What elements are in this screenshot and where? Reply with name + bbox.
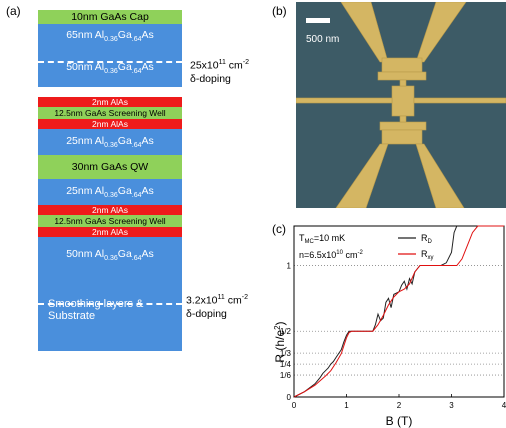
chart-legend: RD Rxy (398, 233, 434, 261)
y-axis-label-tail: ) (273, 321, 287, 325)
series-line-R_xy (293, 225, 504, 398)
density-exp: 10 (336, 250, 343, 256)
doping-bottom-text: δ-doping (186, 307, 227, 320)
doping-bottom-exp: 11 (217, 294, 225, 301)
doping-top-text: δ-doping (190, 72, 231, 85)
layer-1: 65nm Al0.36Ga.64As (38, 24, 182, 49)
y-tick-label-5: 1 (287, 261, 292, 270)
legend-label-0: RD (421, 233, 433, 245)
layer-11: 2nm AlAs (38, 227, 182, 237)
chart-grid (294, 265, 504, 398)
density-unit: cm (343, 250, 358, 260)
layer-3: 2nm AlAs (38, 97, 182, 107)
layer-12: 50nm Al0.36Ga.64As (38, 237, 182, 274)
doping-bottom-value: 3.2x10 (186, 294, 218, 307)
doping-top-unit-exp: -2 (242, 59, 250, 66)
panel-a-label: (a) (6, 4, 21, 18)
layer-8-text: 25nm Al0.36Ga.64As (66, 184, 154, 200)
y-tick-label-4: 1/2 (280, 327, 292, 336)
layer-10: 12.5nm GaAs Screening Well (38, 215, 182, 227)
doping-top-value: 25x10 (190, 59, 219, 72)
temp-T-sub: MC (305, 239, 315, 245)
temp-value: =10 mK (314, 233, 345, 243)
y-tick-label-2: 1/4 (280, 360, 292, 369)
layer-13-text2: Substrate (48, 310, 96, 322)
doping-bottom-unit-exp: -2 (241, 294, 248, 301)
doping-bottom-unit: cm (224, 294, 242, 307)
scale-bar (306, 18, 330, 23)
y-axis-label-exp: 2 (273, 325, 282, 330)
layer-5: 2nm AlAs (38, 119, 182, 129)
layer-6: 25nm Al0.36Ga.64As (38, 129, 182, 155)
doping-top-exp: 11 (218, 59, 226, 66)
layer-0: 10nm GaAs Cap (38, 10, 182, 24)
y-tick-label-3: 1/3 (280, 349, 292, 358)
layer-2: 50nm Al0.36Ga.64As (38, 49, 182, 87)
temp-T: T (299, 233, 305, 243)
sem-device-drawing (296, 2, 506, 208)
layer-7: 30nm GaAs QW (38, 155, 182, 179)
layer-1-text: 65nm Al0.36Ga.64As (66, 29, 154, 44)
x-tick-label-0: 0 (292, 401, 297, 410)
chart-series (293, 225, 504, 398)
density-value: n=6.5x10 (299, 250, 336, 260)
x-axis-label: B (T) (386, 414, 413, 428)
x-tick-label-2: 2 (397, 401, 402, 410)
layer-2-text: 50nm Al0.36Ga.64As (66, 60, 154, 76)
y-tick-label-1: 1/6 (280, 371, 292, 380)
dashed-line-top (38, 61, 182, 63)
panel-b-label: (b) (272, 4, 287, 18)
layer-12-text: 50nm Al0.36Ga.64As (66, 248, 154, 263)
x-tick-label-3: 3 (449, 401, 454, 410)
panel-c-label: (c) (272, 222, 286, 236)
x-tick-label-1: 1 (344, 401, 349, 410)
density-annotation: n=6.5x1010 cm-2 (299, 250, 363, 260)
y-axis-label-main: R (h/e (273, 330, 287, 363)
x-tick-label-4: 4 (502, 401, 506, 410)
y-axis-label: R (h/e2) (273, 321, 287, 362)
doping-top-unit: cm (225, 59, 243, 72)
density-unit-exp: -2 (357, 250, 363, 256)
temperature-annotation: TMC=10 mK (299, 233, 345, 245)
legend-label-1: Rxy (421, 249, 434, 261)
layer-13: Smoothing layers & Substrate (38, 274, 182, 351)
doping-bottom-label: 3.2x1011 cm-2 δ-doping (186, 291, 248, 321)
layer-9: 2nm AlAs (38, 205, 182, 215)
layer-8: 25nm Al0.36Ga.64As (38, 179, 182, 205)
scale-bar-label: 500 nm (306, 34, 340, 45)
doping-top-label: 25x1011 cm-2 δ-doping (190, 56, 249, 86)
chart-ticks: 0 1/6 1/4 1/3 1/2 1 0 1 2 3 4 (280, 261, 506, 410)
y-tick-label-0: 0 (287, 393, 292, 402)
dashed-line-bottom (38, 303, 182, 305)
sem-image: 500 nm (296, 2, 506, 208)
layer-6-text: 25nm Al0.36Ga.64As (66, 134, 154, 150)
layer-4: 12.5nm GaAs Screening Well (38, 107, 182, 119)
hall-resistance-chart: 01/61/41/31/210 1 2 3 4 B (T) R (h/e2) TMC=1… (273, 225, 506, 428)
